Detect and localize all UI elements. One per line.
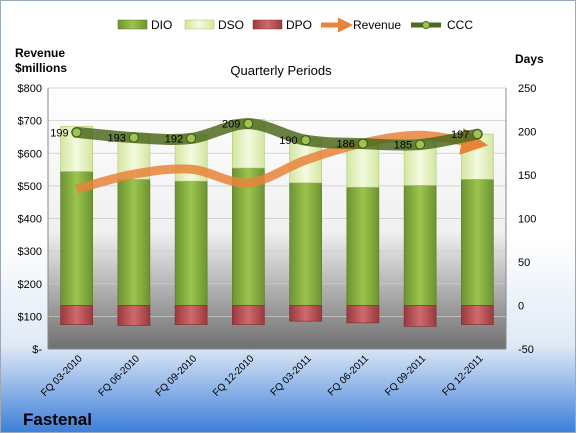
bar-dio [232,167,265,306]
ccc-data-label: 197 [451,129,469,141]
bar-dio [174,180,208,306]
x-tick-label: FQ 12-2010 [211,353,257,399]
right-tick-label: 100 [518,214,536,226]
left-tick-label: $600 [18,148,42,160]
legend-label-dpo: DPO [286,18,312,32]
right-axis-title: Days [515,52,544,66]
ccc-marker [472,129,483,140]
right-axis: -50 0 50 100 150 200 250 [505,83,536,356]
x-tick-label: FQ 12-2011 [441,353,486,398]
x-tick-label: FQ 09-2011 [383,353,428,398]
legend-swatch-dso [184,19,215,30]
left-tick-label: $500 [18,181,42,193]
data-labels: 199 193 192 209 190 186 185 197 [50,119,469,152]
legend: DIO DSO DPO Revenue CCC [117,17,473,33]
left-axis-title-line2: $millions [15,61,67,75]
bar-dio [461,179,494,306]
right-tick-label: -50 [518,344,534,356]
x-tick-label: FQ 03-2010 [39,353,85,399]
left-tick-label: $100 [18,311,42,323]
left-tick-label: $200 [18,279,42,291]
right-tick-label: 150 [518,170,536,182]
bar-dpo [403,305,437,327]
left-axis: $- $100 $200 $300 $400 $500 $600 $700 $800 [18,83,49,356]
legend-label-revenue: Revenue [353,18,401,32]
revenue-line [75,128,489,194]
x-tick-label: FQ 06-2011 [326,353,371,398]
legend-label-ccc: CCC [447,18,473,32]
bar-dpo [232,305,265,325]
x-axis: FQ 03-2010 FQ 06-2010 FQ 09-2010 FQ 12-2010… [39,348,506,399]
right-tick-label: 50 [518,257,530,269]
bar-dio [117,179,151,306]
left-tick-label: $800 [18,83,42,95]
bar-dpo [117,305,151,326]
right-tick-label: 250 [518,83,536,95]
ccc-marker [186,133,197,144]
ccc-marker [243,118,254,129]
legend-swatch-dio [117,19,148,30]
bar-dpo [174,305,208,325]
bar-dio [346,186,380,306]
bar-dpo [60,305,93,325]
ccc-marker [128,132,139,143]
ccc-data-label: 186 [337,139,355,151]
right-tick-label: 200 [518,127,536,139]
legend-swatch-dpo [252,19,283,30]
chart-title: Quarterly Periods [230,63,332,78]
legend-swatch-ccc-marker [422,21,430,29]
x-tick-label: FQ 06-2010 [96,353,142,399]
ccc-data-label: 190 [279,135,297,147]
ccc-data-label: 199 [50,127,68,139]
bar-dio [60,171,93,306]
legend-label-dio: DIO [151,18,172,32]
ccc-marker [357,138,368,149]
bar-dpo [346,305,380,324]
right-tick-label: 0 [518,301,524,313]
left-tick-label: $- [32,344,42,356]
bar-dpo [461,305,494,325]
ccc-marker [71,127,82,138]
ccc-data-label: 193 [108,133,126,145]
bar-dio [289,182,322,306]
bar-dio [403,185,437,306]
lines [71,118,489,194]
left-axis-title-line1: Revenue [15,46,65,60]
ccc-data-label: 209 [222,119,240,131]
ccc-data-label: 185 [394,140,412,152]
bar-dpo [289,305,322,322]
left-tick-label: $300 [18,246,42,258]
ccc-marker [300,135,311,146]
bars [60,119,494,327]
left-tick-label: $700 [18,116,42,128]
left-tick-label: $400 [18,214,42,226]
ccc-data-label: 192 [165,133,183,145]
x-tick-label: FQ 09-2010 [154,353,200,399]
ccc-marker [415,139,426,150]
company-name: Fastenal [23,410,92,429]
x-tick-label: FQ 03-2011 [269,353,314,398]
legend-label-dso: DSO [218,18,244,32]
